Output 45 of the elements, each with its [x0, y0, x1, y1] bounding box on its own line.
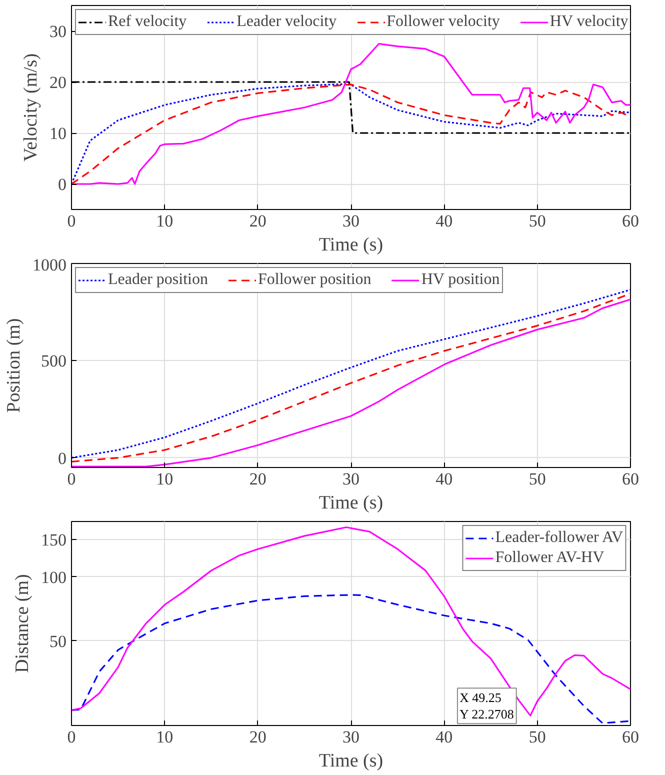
x-tick-label: 60: [622, 212, 639, 230]
y-tick-label: 1000: [32, 256, 66, 274]
x-tick-label: 60: [622, 470, 639, 488]
x-tick-label: 40: [436, 212, 453, 230]
x-tick-label: 10: [156, 470, 174, 488]
legend-label: Follower position: [258, 271, 372, 289]
y-tick-label: 10: [50, 124, 66, 143]
x-tick-label: 50: [528, 212, 546, 230]
legend-label: HV velocity: [550, 13, 628, 31]
x-tick-label: 40: [436, 470, 453, 488]
x-tick-label: 30: [342, 470, 360, 488]
y-tick-label: 30: [50, 22, 66, 41]
x-tick-label: 10: [156, 212, 174, 230]
y-axis-title: Velocity (m/s): [20, 53, 42, 162]
y-axis-title: Position (m): [4, 318, 24, 413]
y-tick-label: 150: [41, 530, 66, 550]
x-tick-label: 20: [249, 212, 266, 230]
y-axis-title: Distance (m): [12, 574, 33, 673]
x-tick-label: 20: [249, 728, 266, 746]
y-tick-label: 100: [41, 568, 66, 587]
x-axis-title: Time (s): [318, 750, 384, 772]
x-tick-label: 60: [622, 728, 639, 746]
x-tick-label: 50: [528, 470, 546, 488]
legend-label: Leader position: [108, 271, 208, 289]
y-tick-label: 0: [58, 448, 66, 468]
legend-label: Leader velocity: [236, 13, 337, 31]
x-tick-label: 50: [528, 728, 546, 746]
x-tick-label: 10: [156, 728, 174, 746]
legend-label: Follower AV-HV: [495, 549, 604, 567]
legend-label: Leader-follower AV: [495, 529, 623, 547]
legend-label: Follower velocity: [386, 13, 500, 31]
x-axis-title: Time (s): [318, 234, 384, 256]
x-tick-label: 20: [249, 470, 266, 488]
x-tick-label: 40: [436, 728, 453, 746]
x-tick-label: 30: [342, 212, 360, 230]
annotation: X 49.25 Y 22.2708: [459, 690, 514, 722]
y-tick-label: 500: [41, 352, 66, 371]
legend-label: Ref velocity: [108, 13, 187, 31]
x-axis-title: Time (s): [318, 492, 384, 514]
y-tick-label: 20: [50, 73, 66, 92]
y-tick-label: 50: [50, 632, 66, 651]
x-tick-label: 30: [342, 728, 360, 746]
line-series: [72, 42, 630, 185]
legend-label: HV position: [421, 271, 500, 289]
y-tick-label: 0: [58, 175, 66, 194]
